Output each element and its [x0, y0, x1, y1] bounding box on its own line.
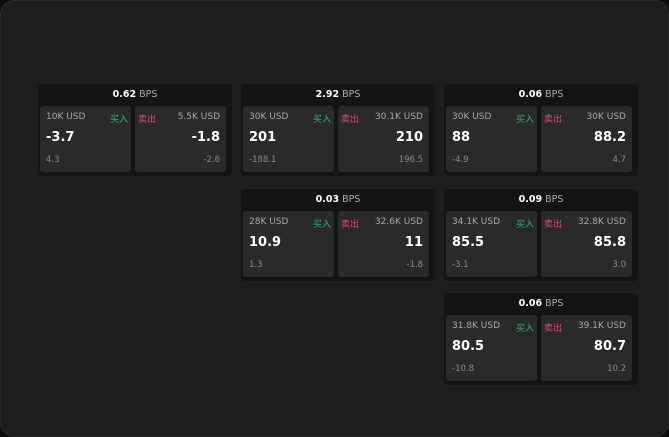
sell-label: 卖出 [544, 324, 563, 334]
spread-unit: BPS [342, 194, 361, 205]
sell-amount: 39.1K USD [577, 321, 626, 331]
buy-panel[interactable]: 30K USD 买入 201 -188.1 [243, 106, 334, 172]
buy-change: 1.3 [249, 260, 263, 270]
sell-amount: 5.5K USD [177, 112, 220, 122]
buy-change: -4.9 [452, 155, 469, 165]
spread-value: 0.09 [518, 194, 543, 205]
quote-card: 2.92 BPS 30K USD 买入 201 -188.1 卖出 30.1K U… [241, 84, 435, 176]
buy-change: 4.3 [46, 155, 60, 165]
sell-amount: 30.1K USD [374, 112, 423, 122]
buy-change: -188.1 [249, 155, 277, 165]
spread-unit: BPS [545, 298, 564, 309]
buy-price: 80.5 [452, 339, 485, 354]
buy-price: 85.5 [452, 235, 485, 250]
sell-panel[interactable]: 卖出 30K USD 88.2 4.7 [541, 106, 632, 172]
sell-label: 卖出 [544, 115, 563, 125]
buy-label: 买入 [312, 220, 331, 230]
spread-header: 2.92 BPS [241, 84, 435, 105]
buy-price: 10.9 [249, 235, 282, 250]
buy-price: 201 [249, 130, 277, 145]
spread-value: 0.06 [518, 298, 543, 309]
buy-amount: 34.1K USD [452, 217, 501, 227]
sell-panel[interactable]: 卖出 32.8K USD 85.8 3.0 [541, 211, 632, 277]
sell-price: 85.8 [593, 235, 626, 250]
sell-label: 卖出 [138, 115, 157, 125]
spread-header: 0.62 BPS [38, 84, 232, 105]
sell-price: 80.7 [593, 339, 626, 354]
buy-amount: 30K USD [249, 112, 289, 122]
spread-value: 0.03 [315, 194, 340, 205]
buy-panel[interactable]: 30K USD 买入 88 -4.9 [446, 106, 537, 172]
sell-panel[interactable]: 卖出 30.1K USD 210 196.5 [338, 106, 429, 172]
quote-card: 0.06 BPS 30K USD 买入 88 -4.9 卖出 30K USD 88… [444, 84, 638, 176]
spread-header: 0.09 BPS [444, 189, 638, 210]
buy-price: 88 [452, 130, 471, 145]
buy-panel[interactable]: 10K USD 买入 -3.7 4.3 [40, 106, 131, 172]
spread-value: 2.92 [315, 89, 340, 100]
spread-unit: BPS [545, 89, 564, 100]
sell-price: 88.2 [593, 130, 626, 145]
buy-panel[interactable]: 34.1K USD 买入 85.5 -3.1 [446, 211, 537, 277]
buy-change: -10.8 [452, 364, 474, 374]
sell-price: 210 [395, 130, 423, 145]
sell-change: 10.2 [607, 364, 626, 374]
buy-label: 买入 [109, 115, 128, 125]
buy-amount: 28K USD [249, 217, 289, 227]
spread-header: 0.06 BPS [444, 293, 638, 314]
buy-amount: 31.8K USD [452, 321, 501, 331]
sell-label: 卖出 [341, 220, 360, 230]
buy-label: 买入 [515, 220, 534, 230]
sell-panel[interactable]: 卖出 39.1K USD 80.7 10.2 [541, 315, 632, 381]
spread-unit: BPS [342, 89, 361, 100]
quote-card: 0.09 BPS 34.1K USD 买入 85.5 -3.1 卖出 32.8K … [444, 189, 638, 281]
buy-label: 买入 [515, 115, 534, 125]
sell-amount: 32.8K USD [577, 217, 626, 227]
sell-change: -2.6 [203, 155, 220, 165]
sell-panel[interactable]: 卖出 32.6K USD 11 -1.8 [338, 211, 429, 277]
buy-amount: 10K USD [46, 112, 86, 122]
sell-change: 196.5 [398, 155, 423, 165]
sell-label: 卖出 [341, 115, 360, 125]
buy-amount: 30K USD [452, 112, 492, 122]
buy-panel[interactable]: 31.8K USD 买入 80.5 -10.8 [446, 315, 537, 381]
spread-unit: BPS [139, 89, 158, 100]
sell-change: 4.7 [612, 155, 626, 165]
spread-header: 0.06 BPS [444, 84, 638, 105]
sell-price: 11 [404, 235, 423, 250]
buy-change: -3.1 [452, 260, 469, 270]
sell-panel[interactable]: 卖出 5.5K USD -1.8 -2.6 [135, 106, 226, 172]
sell-change: -1.8 [406, 260, 423, 270]
spread-header: 0.03 BPS [241, 189, 435, 210]
buy-label: 买入 [312, 115, 331, 125]
quote-card: 0.62 BPS 10K USD 买入 -3.7 4.3 卖出 5.5K USD … [38, 84, 232, 176]
spread-unit: BPS [545, 194, 564, 205]
buy-panel[interactable]: 28K USD 买入 10.9 1.3 [243, 211, 334, 277]
spread-value: 0.06 [518, 89, 543, 100]
quote-card: 0.03 BPS 28K USD 买入 10.9 1.3 卖出 32.6K USD… [241, 189, 435, 281]
sell-change: 3.0 [612, 260, 626, 270]
buy-price: -3.7 [46, 130, 75, 145]
sell-label: 卖出 [544, 220, 563, 230]
sell-amount: 32.6K USD [374, 217, 423, 227]
quote-card: 0.06 BPS 31.8K USD 买入 80.5 -10.8 卖出 39.1K… [444, 293, 638, 385]
buy-label: 买入 [515, 324, 534, 334]
spread-value: 0.62 [112, 89, 137, 100]
sell-price: -1.8 [191, 130, 220, 145]
sell-amount: 30K USD [586, 112, 626, 122]
